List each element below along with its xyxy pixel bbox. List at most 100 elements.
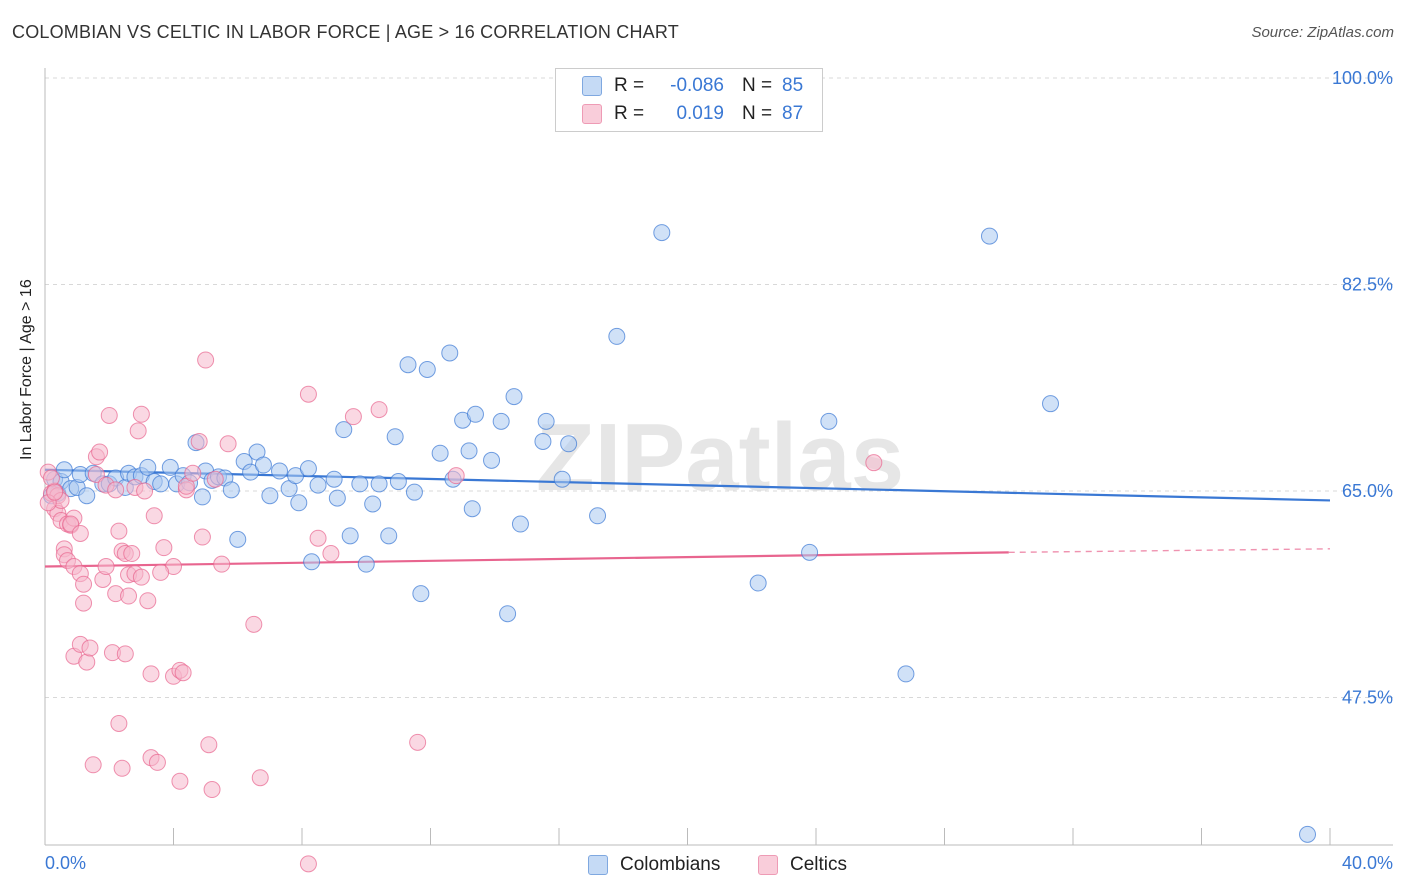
celtic-point: [447, 467, 465, 485]
colombian-point: [335, 421, 353, 439]
colombian-point: [261, 487, 279, 505]
celtic-point: [184, 464, 202, 482]
colombian-point: [139, 458, 157, 476]
celtic-point: [46, 483, 64, 501]
colombian-point: [463, 500, 481, 518]
celtic-point: [193, 528, 211, 546]
colombian-point: [287, 467, 305, 485]
celtic-point: [299, 385, 317, 403]
celtic-point: [322, 545, 340, 563]
celtic-point: [251, 769, 269, 787]
colombian-point: [357, 555, 375, 573]
tick-labels: 47.5% 65.0% 82.5% 100.0% 0.0% 40.0%: [45, 68, 1393, 873]
colombian-point: [351, 475, 369, 493]
colombian-point: [299, 460, 317, 478]
celtic-point: [120, 587, 138, 605]
colombian-point: [441, 344, 459, 362]
axes: [44, 68, 1393, 846]
colombians-legend-label: Colombians: [620, 854, 721, 875]
colombian-point: [325, 470, 343, 488]
colombian-point: [653, 224, 671, 242]
celtic-point: [81, 639, 99, 657]
colombian-point: [389, 473, 407, 491]
colombian-point: [309, 476, 327, 494]
colombian-point: [193, 488, 211, 506]
legend-item-colombians: Colombians: [588, 852, 720, 878]
colombian-point: [460, 442, 478, 460]
celtic-point: [213, 555, 231, 573]
celtic-point: [132, 568, 150, 586]
celtic-point: [113, 759, 131, 777]
celtic-point: [152, 563, 170, 581]
celtic-point: [245, 615, 263, 633]
trend-lines: [44, 468, 1331, 568]
colombian-point: [380, 527, 398, 545]
colombian-point: [466, 405, 484, 423]
celtic-point: [97, 558, 115, 576]
y-tick-label: 65.0%: [1342, 481, 1393, 501]
colombian-point: [290, 494, 308, 512]
x-tick-label: 40.0%: [1342, 853, 1393, 873]
watermark: ZIPatlas: [536, 404, 904, 511]
colombians-legend-swatch: [588, 855, 608, 875]
celtic-point: [71, 524, 89, 542]
colombian-point: [399, 356, 417, 374]
y-tick-label: 82.5%: [1342, 275, 1393, 295]
colombian-point: [511, 515, 529, 533]
colombian-trend-line: [44, 468, 1331, 502]
legend-row-celtics: R = 0.019 N = 87: [582, 100, 803, 128]
colombian-point: [537, 412, 555, 430]
colombian-point: [589, 507, 607, 525]
colombian-point: [897, 665, 915, 683]
celtic-point: [197, 351, 215, 369]
data-points: [39, 224, 1317, 873]
colombian-point: [820, 412, 838, 430]
legend-item-celtics: Celtics: [758, 852, 847, 878]
celtics-swatch: [582, 104, 602, 124]
celtic-point: [344, 408, 362, 426]
celtic-trend-extension: [1008, 548, 1331, 554]
celtic-point: [219, 435, 237, 453]
celtic-point: [42, 469, 60, 487]
n-label: N =: [742, 103, 773, 124]
colombian-point: [749, 574, 767, 592]
celtic-point: [171, 772, 189, 790]
celtics-legend-label: Celtics: [790, 854, 848, 875]
celtic-point: [100, 406, 118, 424]
n-value: 85: [782, 75, 804, 96]
celtic-point: [110, 714, 128, 732]
celtic-point: [190, 432, 208, 450]
celtic-point: [409, 733, 427, 751]
source-label: Source: ZipAtlas.com: [1251, 24, 1394, 41]
celtic-point: [145, 507, 163, 525]
celtic-point: [370, 401, 388, 419]
colombian-point: [431, 444, 449, 462]
celtic-point: [155, 539, 173, 557]
y-tick-label: 100.0%: [1332, 68, 1393, 88]
colombian-point: [78, 487, 96, 505]
celtics-legend-swatch: [758, 855, 778, 875]
colombian-point: [534, 432, 552, 450]
correlation-legend: R = -0.086 N = 85 R = 0.019 N = 87: [555, 68, 823, 132]
colombian-point: [152, 475, 170, 493]
colombian-point: [341, 527, 359, 545]
colombian-point: [161, 458, 179, 476]
celtic-point: [299, 855, 317, 873]
grid-lines: [45, 77, 1393, 698]
celtic-point: [84, 756, 102, 774]
colombian-point: [386, 428, 404, 446]
celtic-point: [116, 645, 134, 663]
colombian-point: [801, 543, 819, 561]
colombian-point: [1299, 825, 1317, 843]
colombian-point: [405, 483, 423, 501]
colombian-point: [222, 481, 240, 499]
celtic-trend-line: [44, 551, 1009, 568]
celtic-point: [148, 753, 166, 771]
celtic-point: [203, 781, 221, 799]
colombian-point: [499, 605, 517, 623]
celtic-point: [87, 465, 105, 483]
celtic-point: [174, 664, 192, 682]
colombian-point: [412, 585, 430, 603]
n-label: N =: [742, 75, 773, 96]
